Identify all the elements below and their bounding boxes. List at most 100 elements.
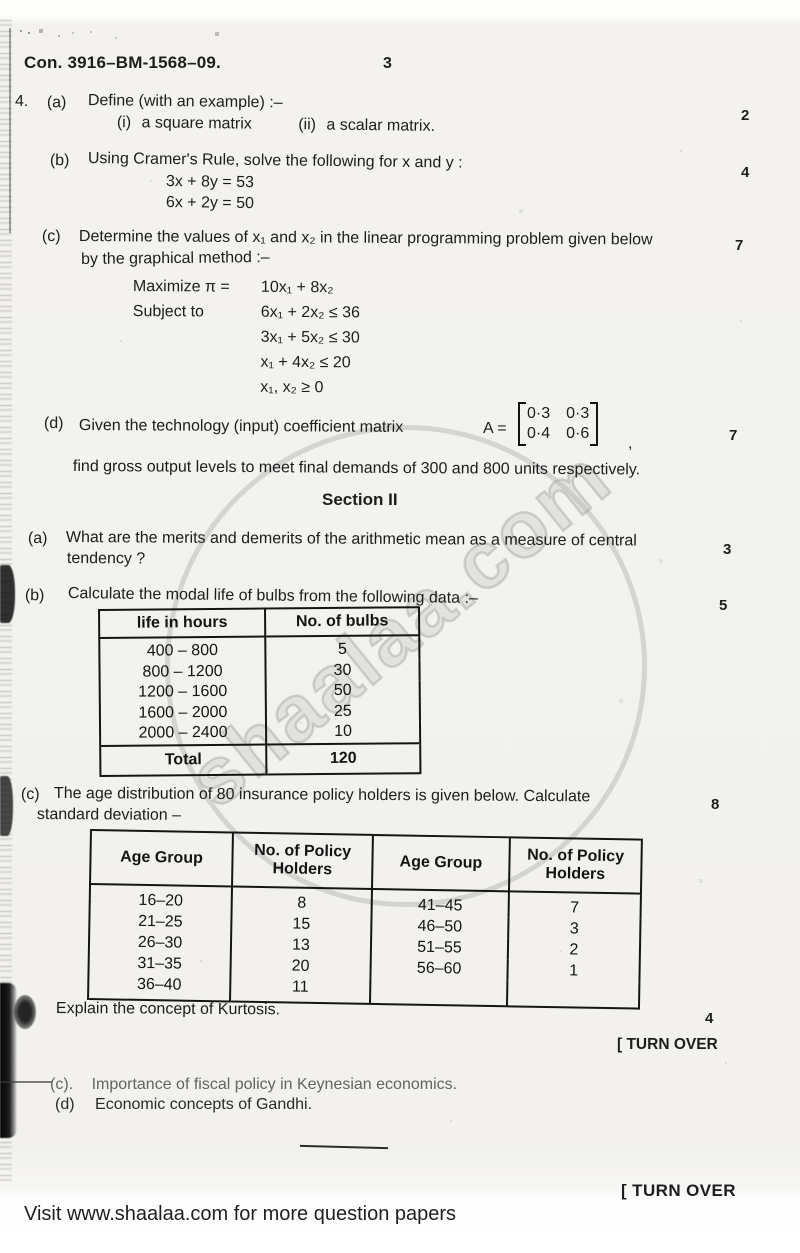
q4c-line1: Determine the values of x₁ and x₂ in the… <box>78 227 653 249</box>
lp-label <box>132 366 260 367</box>
table-row: 2000 – 2400 10 <box>100 721 421 746</box>
cell-count: 20 <box>230 954 371 978</box>
matrix-cell: 0·4 <box>527 425 551 442</box>
cell-range: 1600 – 2000 <box>99 702 266 724</box>
cell-age-group <box>369 977 508 1007</box>
question-number: 4. <box>15 93 29 110</box>
q4a-item1-text: a square matrix <box>141 114 252 133</box>
s2b-marker: (b) <box>24 586 45 605</box>
cell-age-group: 46–50 <box>371 914 509 939</box>
s2c-line2: standard deviation – <box>36 806 182 824</box>
q4b-equation2: 6x + 2y = 50 <box>165 193 255 213</box>
s2b-marks: 5 <box>719 597 728 614</box>
cell-count: 1 <box>507 959 640 983</box>
q4b-marker: (b) <box>49 151 70 170</box>
matrix-cell: 0·6 <box>566 425 590 442</box>
lp-expr: 10x₁ + 8x₂ <box>260 278 334 297</box>
cell-age-group: 36–40 <box>88 972 231 1002</box>
s2a-line2: tendency ? <box>66 550 146 568</box>
cell-age-group: 16–20 <box>89 884 233 913</box>
lp-expr: 6x₁ + 2x₂ ≤ 36 <box>260 303 360 322</box>
q4b-equation1: 3x + 8y = 53 <box>165 172 255 192</box>
q4a-text: Define (with an example) :– <box>87 91 283 112</box>
turn-over-label: [ TURN OVER <box>617 1036 718 1053</box>
coefficient-matrix: 0·3 0·3 0·4 0·6 <box>518 402 599 446</box>
q4c-marks: 7 <box>735 237 744 254</box>
age-distribution-table: Age Group No. of Policy Holders Age Grou… <box>87 829 643 1010</box>
cell-range: 2000 – 2400 <box>100 722 267 746</box>
watermark-circle <box>165 425 647 907</box>
next-page-item-d: (d) Economic concepts of Gandhi. <box>55 1095 312 1115</box>
table-row: 400 – 800 5 <box>99 635 420 663</box>
scan-ink-blob <box>0 565 15 623</box>
lp-expr: x₁, x₂ ≥ 0 <box>260 378 324 397</box>
cell-count: 2 <box>507 938 641 962</box>
scan-pencil-marks <box>20 30 22 32</box>
site-footer-text: Visit www.shaalaa.com for more question … <box>24 1203 457 1225</box>
q4a-item2-text: a scalar matrix. <box>326 116 436 135</box>
lp-label <box>132 391 260 392</box>
table-total-row: Total 120 <box>100 742 421 776</box>
s2d-marks: 4 <box>705 1010 714 1027</box>
s2d-text: Explain the concept of Kurtosis. <box>55 1000 281 1019</box>
q4d-marker: (d) <box>43 414 64 433</box>
q4c-lp-block: Maximize π = 10x₁ + 8x₂ Subject to 6x₁ + 2… <box>132 278 360 404</box>
q4a-items: (i) a square matrix (ii) a scalar matrix… <box>117 113 435 137</box>
scan-ink-blob <box>0 983 17 1138</box>
s2a-marks: 3 <box>723 541 732 558</box>
matrix-suffix: , <box>628 435 633 452</box>
scan-stray-line <box>0 1081 52 1083</box>
scan-ink-blob <box>14 995 36 1029</box>
s2c-line1: The age distribution of 80 insurance pol… <box>53 785 591 806</box>
cell-age-group: 41–45 <box>371 888 509 918</box>
s2c-marks: 8 <box>711 796 720 813</box>
item-marker: (d) <box>55 1096 75 1113</box>
lp-expr: x₁ + 4x₂ ≤ 20 <box>260 353 351 372</box>
s2a-line1: What are the merits and demerits of the … <box>65 529 637 550</box>
table-row: 1200 – 1600 50 <box>99 680 420 704</box>
q4d-marks: 7 <box>729 427 738 444</box>
q4d-line2: find gross output levels to meet final d… <box>72 457 641 479</box>
q4a-item1-marker: (i) <box>116 113 132 132</box>
q4a-item2-marker: (ii) <box>298 116 317 134</box>
item-text: Economic concepts of Gandhi. <box>95 1096 313 1113</box>
s2a-marker: (a) <box>27 530 48 548</box>
lp-label: Maximize π = <box>132 278 230 296</box>
table-header-row: life in hours No. of bulbs <box>99 607 420 638</box>
section-divider <box>299 1144 389 1150</box>
q4d-text: Given the technology (input) coefficient… <box>78 416 404 436</box>
page-number: 3 <box>383 55 392 72</box>
section-title: Section II <box>322 490 398 509</box>
cell-count: 5 <box>265 635 420 662</box>
column-header: life in hours <box>99 608 266 638</box>
cell-age-group: 31–35 <box>88 951 231 976</box>
lp-label: Subject to <box>132 302 205 321</box>
table-row: 800 – 1200 30 <box>99 659 420 683</box>
matrix-label: A = <box>483 420 507 437</box>
turn-over-label: [ TURN OVER <box>621 1181 736 1200</box>
lp-label <box>133 341 261 342</box>
exam-code: Con. 3916–BM-1568–09. <box>24 53 221 72</box>
table-header-row: Age Group No. of Policy Holders Age Grou… <box>90 830 642 894</box>
column-header: Age Group <box>90 830 233 887</box>
bulbs-table: life in hours No. of bulbs 400 – 800 5 80… <box>98 606 422 777</box>
item-text: Importance of fiscal policy in Keynesian… <box>91 1076 458 1093</box>
lp-row: Maximize π = 10x₁ + 8x₂ <box>133 278 360 304</box>
cell-count <box>506 980 640 1009</box>
total-value: 120 <box>266 742 421 775</box>
lp-row: x₁, x₂ ≥ 0 <box>132 378 359 404</box>
cell-count: 50 <box>265 680 420 703</box>
cell-count: 3 <box>508 917 641 941</box>
cell-age-group: 21–25 <box>89 910 232 934</box>
cell-count: 13 <box>230 933 372 957</box>
column-header: No. of bulbs <box>265 607 420 637</box>
cell-age-group: 26–30 <box>88 931 232 955</box>
lp-row: 3x₁ + 5x₂ ≤ 30 <box>133 328 360 354</box>
column-header: No. of Policy Holders <box>508 837 642 894</box>
table-row: 1600 – 2000 25 <box>99 700 420 724</box>
s2c-marker: (c) <box>20 786 40 804</box>
cell-age-group: 51–55 <box>370 935 509 960</box>
q4a-marks: 2 <box>741 107 750 124</box>
cell-range: 1200 – 1600 <box>99 681 266 704</box>
